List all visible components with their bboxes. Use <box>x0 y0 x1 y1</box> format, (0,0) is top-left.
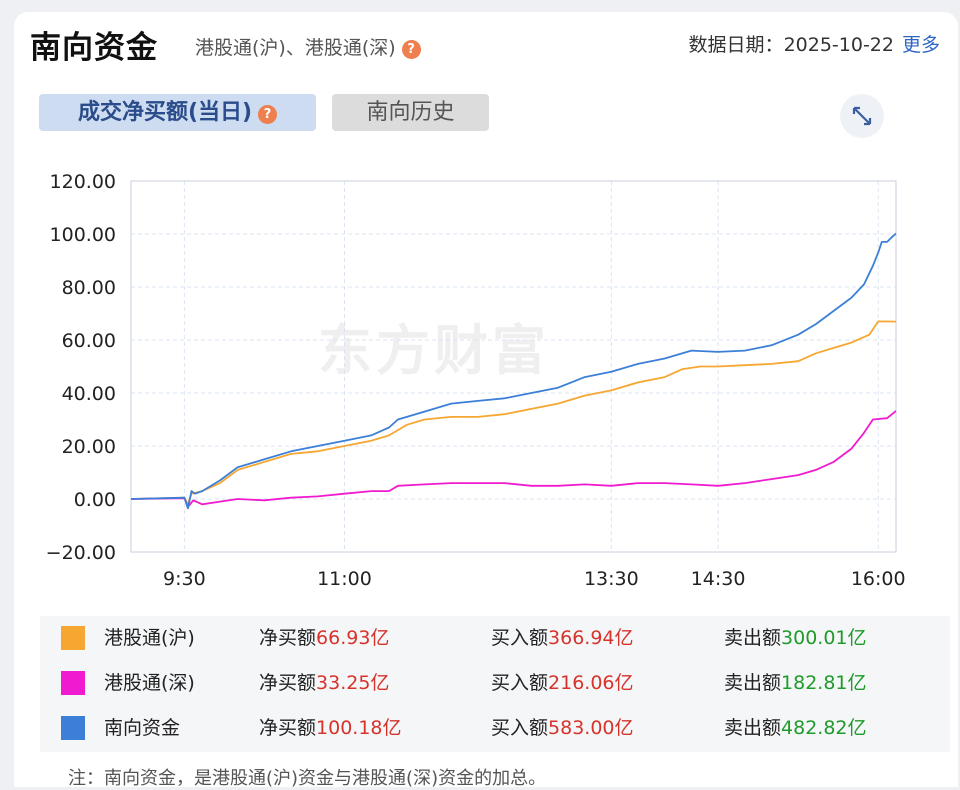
tab-net-buy-today[interactable]: 成交净买额(当日)? <box>39 94 316 131</box>
page-title: 南向资金 <box>30 30 158 66</box>
y-tick-label: 120.00 <box>50 171 116 193</box>
tab-net-buy-today-label: 成交净买额(当日) <box>77 100 253 125</box>
legend-net: 净买额100.18亿 <box>259 706 402 751</box>
y-tick-label: 100.00 <box>50 224 116 246</box>
buy-value: 366.94亿 <box>548 627 634 649</box>
x-tick-label: 16:00 <box>851 568 906 590</box>
legend-net: 净买额66.93亿 <box>259 616 389 661</box>
buy-label: 买入额 <box>491 627 549 649</box>
net-label: 净买额 <box>259 672 317 694</box>
legend-sell: 卖出额482.82亿 <box>724 706 867 751</box>
x-tick-label: 14:30 <box>691 568 746 590</box>
date-label: 数据日期： <box>688 34 784 56</box>
legend-swatch-total <box>61 716 85 740</box>
buy-label: 买入额 <box>491 717 549 739</box>
subtitle-text: 港股通(沪)、港股通(深) <box>195 37 396 59</box>
sell-label: 卖出额 <box>724 717 782 739</box>
data-date: 数据日期：2025-10-22 更多 <box>689 30 940 57</box>
expand-button[interactable] <box>840 94 884 138</box>
tab-southbound-history[interactable]: 南向历史 <box>332 94 489 131</box>
legend-sell: 卖出额182.81亿 <box>724 661 867 706</box>
legend-swatch-sh <box>61 626 85 650</box>
net-buy-chart: 120.00 100.00 80.00 60.00 40.00 20.00 0.00 −20.… <box>46 171 906 590</box>
legend-row-total: 南向资金 净买额100.18亿 买入额583.00亿 卖出额482.82亿 <box>40 706 950 751</box>
legend-swatch-sz <box>61 671 85 695</box>
net-label: 净买额 <box>259 627 317 649</box>
legend-row-sz: 港股通(深) 净买额33.25亿 买入额216.06亿 卖出额182.81亿 <box>40 661 950 706</box>
sell-value: 482.82亿 <box>781 717 867 739</box>
legend-sell: 卖出额300.01亿 <box>724 616 867 661</box>
plot-frame <box>130 180 897 553</box>
x-tick-label: 9:30 <box>163 568 206 590</box>
tab-help-icon[interactable]: ? <box>258 105 278 124</box>
series-line <box>130 232 897 510</box>
legend-buy: 买入额583.00亿 <box>491 706 634 751</box>
sell-value: 182.81亿 <box>781 672 867 694</box>
page-subtitle: 港股通(沪)、港股通(深)? <box>195 33 421 60</box>
help-icon[interactable]: ? <box>401 40 421 59</box>
sell-value: 300.01亿 <box>781 627 867 649</box>
series-line <box>130 320 897 506</box>
buy-label: 买入额 <box>491 672 549 694</box>
legend-table: 港股通(沪) 净买额66.93亿 买入额366.94亿 卖出额300.01亿 港… <box>40 616 950 752</box>
more-link[interactable]: 更多 <box>901 34 940 56</box>
net-value: 33.25亿 <box>316 672 390 694</box>
net-label: 净买额 <box>259 717 317 739</box>
legend-buy: 买入额366.94亿 <box>491 616 634 661</box>
y-tick-label: 20.00 <box>62 436 116 458</box>
legend-name: 港股通(深) <box>104 672 195 694</box>
sell-label: 卖出额 <box>724 672 782 694</box>
footnote: 注：南向资金，是港股通(沪)资金与港股通(深)资金的加总。 <box>68 768 547 789</box>
y-tick-label: 80.00 <box>62 277 116 299</box>
y-tick-label: 0.00 <box>74 489 116 511</box>
legend-buy: 买入额216.06亿 <box>491 661 634 706</box>
legend-name: 南向资金 <box>104 717 181 739</box>
watermark: 东方财富 <box>318 319 550 382</box>
x-tick-label: 11:00 <box>317 568 372 590</box>
series-line <box>130 410 897 508</box>
legend-row-sh: 港股通(沪) 净买额66.93亿 买入额366.94亿 卖出额300.01亿 <box>40 616 950 661</box>
date-value: 2025-10-22 <box>783 34 894 56</box>
expand-icon <box>852 106 872 126</box>
buy-value: 583.00亿 <box>548 717 634 739</box>
y-tick-label: 60.00 <box>62 330 116 352</box>
net-value: 100.18亿 <box>316 717 402 739</box>
y-tick-label: −20.00 <box>46 542 116 564</box>
x-tick-label: 13:30 <box>584 568 639 590</box>
sell-label: 卖出额 <box>724 627 782 649</box>
y-tick-label: 40.00 <box>62 383 116 405</box>
legend-name: 港股通(沪) <box>104 627 195 649</box>
legend-net: 净买额33.25亿 <box>259 661 389 706</box>
net-value: 66.93亿 <box>316 627 390 649</box>
buy-value: 216.06亿 <box>548 672 634 694</box>
